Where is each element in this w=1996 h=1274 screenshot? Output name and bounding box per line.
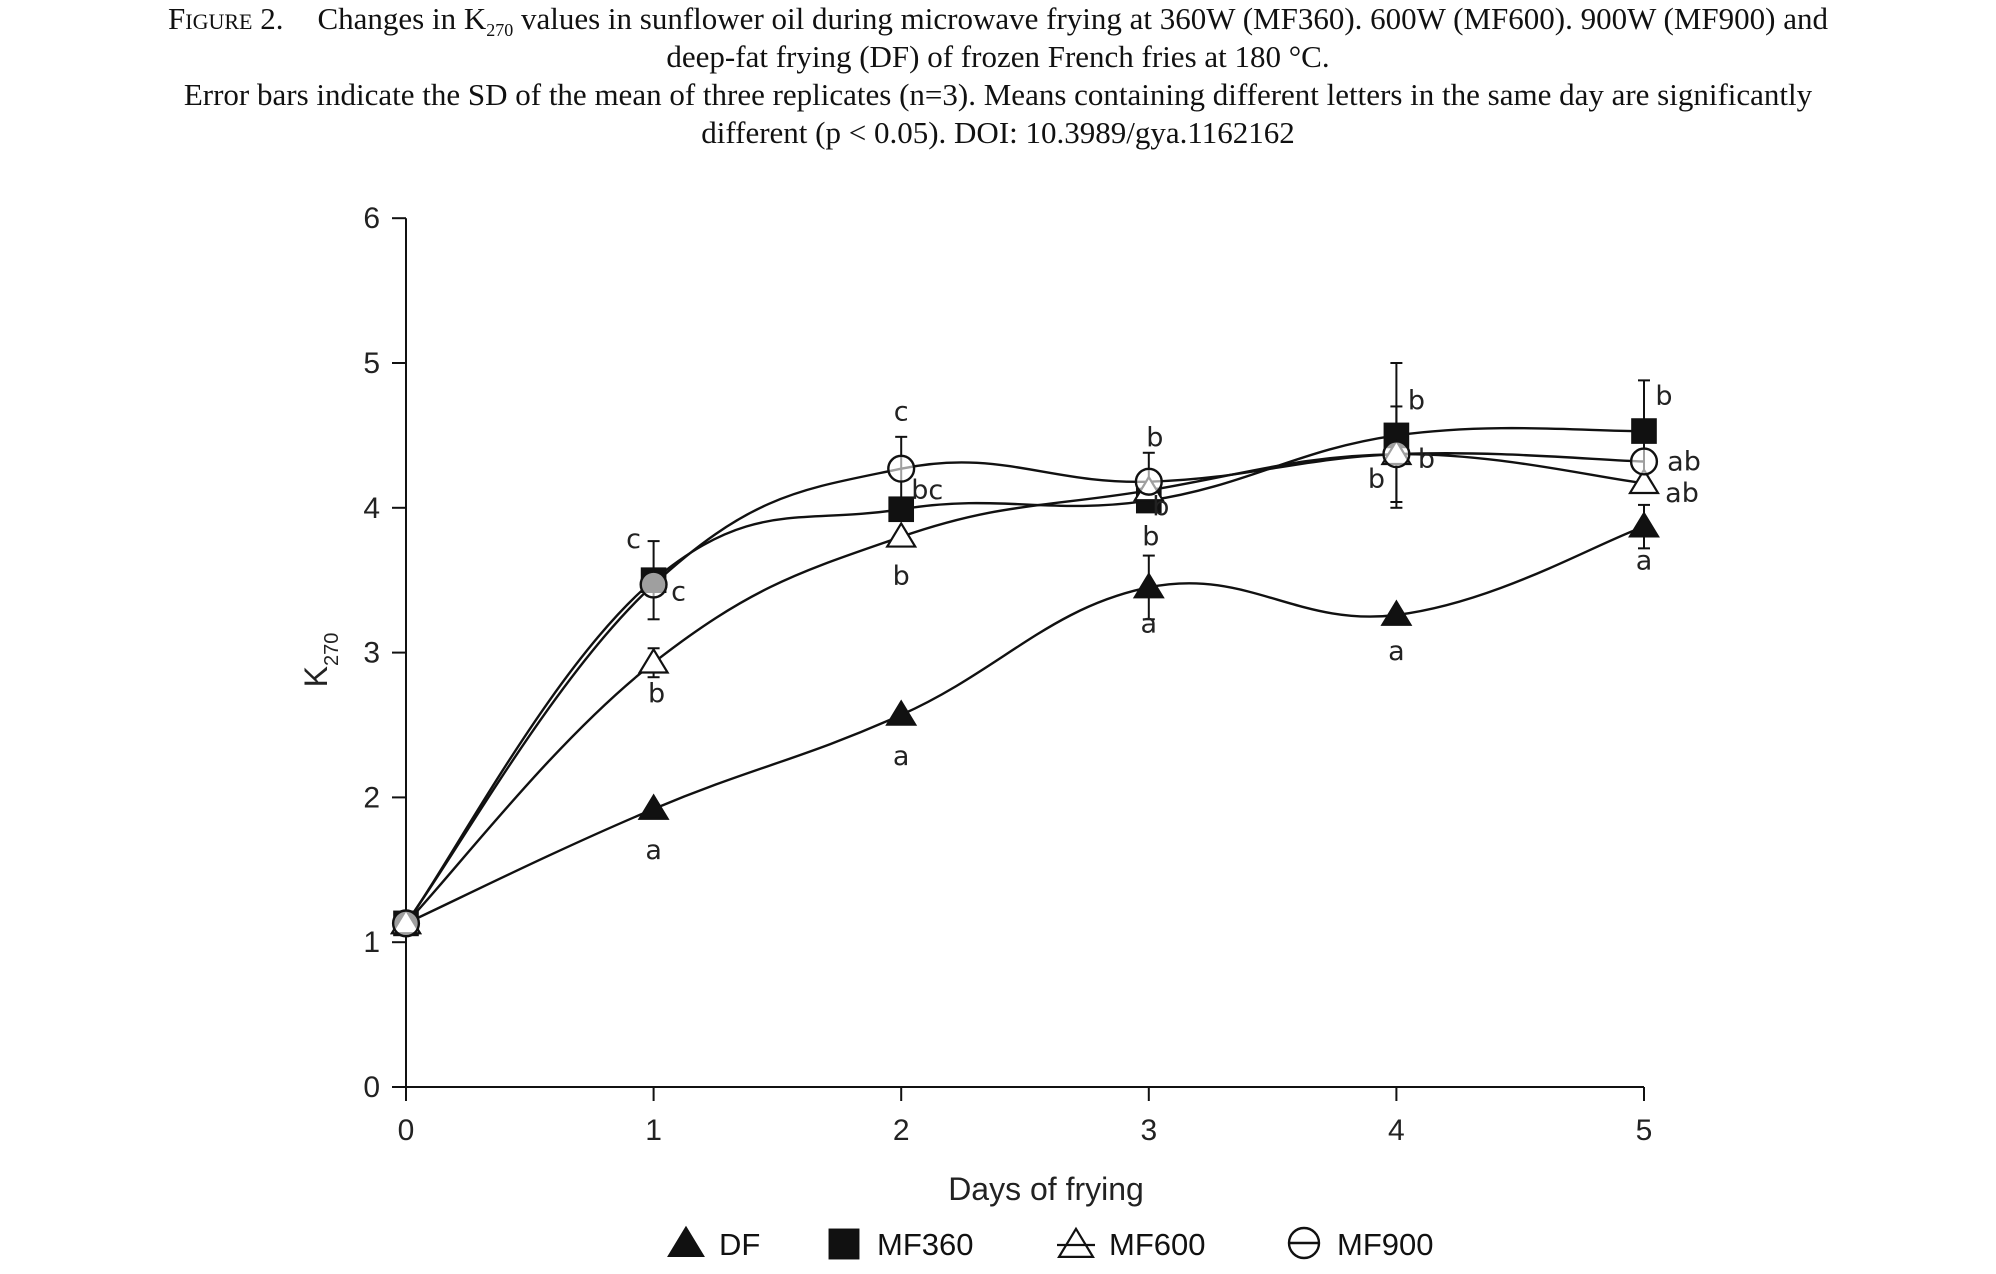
caption-line-1-pre: Changes in K <box>317 1 487 36</box>
significance-letter-mf900: b <box>1152 492 1169 523</box>
legend-item-mf900: MF900 <box>1287 1226 1433 1262</box>
data-point-mf360 <box>888 496 915 523</box>
significance-letter-mf360: bc <box>911 475 943 506</box>
x-tick-label: 3 <box>1140 1114 1157 1147</box>
series-line-df <box>405 525 1645 925</box>
caption-line-1-post: values in sunflower oil during microwave… <box>513 1 1828 36</box>
caption-line-1: Figure 2. Changes in K270 values in sunfl… <box>0 0 1996 41</box>
data-point-mf900 <box>1382 440 1411 469</box>
data-point-df <box>1628 511 1660 538</box>
x-tick-label: 2 <box>893 1114 910 1147</box>
y-axis-title-sub: 270 <box>321 633 343 666</box>
markers <box>390 418 1660 938</box>
legend-label-mf900: MF900 <box>1337 1227 1433 1262</box>
data-point-df <box>1132 572 1165 599</box>
caption-line-1-sub: 270 <box>486 20 514 41</box>
significance-letter-df: a <box>1141 608 1158 639</box>
data-point-mf900 <box>1134 467 1163 496</box>
significance-letter-mf360: b <box>1142 522 1159 553</box>
data-point-mf900 <box>639 570 668 599</box>
significance-letter-df: a <box>893 741 910 772</box>
significance-letter-mf600: ab <box>1665 478 1699 509</box>
figure-label: Figure 2. <box>168 1 284 36</box>
significance-letter-mf600: b <box>648 679 665 710</box>
data-point-mf900 <box>391 909 421 938</box>
legend-marker-mf360 <box>828 1228 860 1260</box>
data-point-mf600 <box>885 521 918 548</box>
caption-line-2: deep-fat frying (DF) of frozen French fr… <box>666 39 1330 74</box>
significance-letter-df: a <box>645 835 662 866</box>
significance-letter-mf900: ab <box>1667 446 1701 477</box>
significance-letter-df: a <box>1636 546 1653 577</box>
x-tick-label: 5 <box>1636 1114 1653 1147</box>
data-point-mf900 <box>887 454 916 483</box>
x-tick-label: 4 <box>1388 1114 1405 1147</box>
significance-letter-df: a <box>1388 636 1405 667</box>
significance-letter-mf360: c <box>626 524 641 555</box>
y-tick-label: 2 <box>363 781 380 814</box>
significance-letter-mf900: c <box>671 577 686 608</box>
legend: DF MF360 MF600 MF900 <box>667 1225 1433 1262</box>
series-line-mf900 <box>405 452 1645 925</box>
significance-letter-mf360: b <box>1408 385 1425 416</box>
y-tick-label: 0 <box>363 1071 380 1104</box>
legend-item-df: DF <box>667 1225 760 1262</box>
y-tick-label: 6 <box>363 202 380 235</box>
y-tick-label: 1 <box>363 926 380 959</box>
significance-letter-mf600: b <box>1368 464 1385 495</box>
legend-marker-mf600 <box>1057 1226 1095 1259</box>
caption-line-3: Error bars indicate the SD of the mean o… <box>183 77 1813 112</box>
y-axis-title-main: K <box>298 666 334 687</box>
legend-label-df: DF <box>719 1227 760 1262</box>
significance-letter-mf600: b <box>1146 422 1163 453</box>
data-point-mf600 <box>637 647 670 674</box>
data-point-mf360 <box>1631 418 1657 444</box>
legend-label-mf600: MF600 <box>1109 1227 1205 1262</box>
data-point-mf600 <box>1628 467 1660 495</box>
y-tick-label: 3 <box>363 637 380 670</box>
data-point-mf900 <box>1629 447 1659 476</box>
y-tick-label: 4 <box>363 492 380 525</box>
significance-letter-mf600: b <box>893 561 910 592</box>
figure-caption: Figure 2. Changes in K270 values in sunfl… <box>0 0 1996 152</box>
x-axis-title: Days of frying <box>948 1171 1144 1207</box>
caption-line-4: different (p < 0.05). DOI: 10.3989/gya.1… <box>701 115 1295 150</box>
series-line-mf360 <box>405 426 1645 925</box>
data-point-df <box>1380 599 1413 626</box>
axes: 0 1 2 3 4 5 0 1 2 3 4 5 6 <box>363 202 1652 1147</box>
significance-letter-mf360: b <box>1655 381 1672 412</box>
x-tick-label: 0 <box>398 1114 415 1147</box>
data-point-df <box>637 793 670 820</box>
legend-item-mf600: MF600 <box>1057 1226 1205 1262</box>
significance-letter-mf900: c <box>894 397 909 428</box>
x-tick-label: 1 <box>645 1114 662 1147</box>
y-axis-title: K270 <box>298 633 343 688</box>
data-point-df <box>885 699 918 726</box>
significance-letter-mf900: b <box>1418 444 1435 475</box>
series-line-mf600 <box>405 452 1645 925</box>
legend-item-mf360: MF360 <box>828 1227 973 1262</box>
legend-marker-df <box>667 1225 705 1258</box>
y-tick-label: 5 <box>363 347 380 380</box>
series-lines <box>405 426 1645 925</box>
legend-label-mf360: MF360 <box>877 1227 973 1262</box>
